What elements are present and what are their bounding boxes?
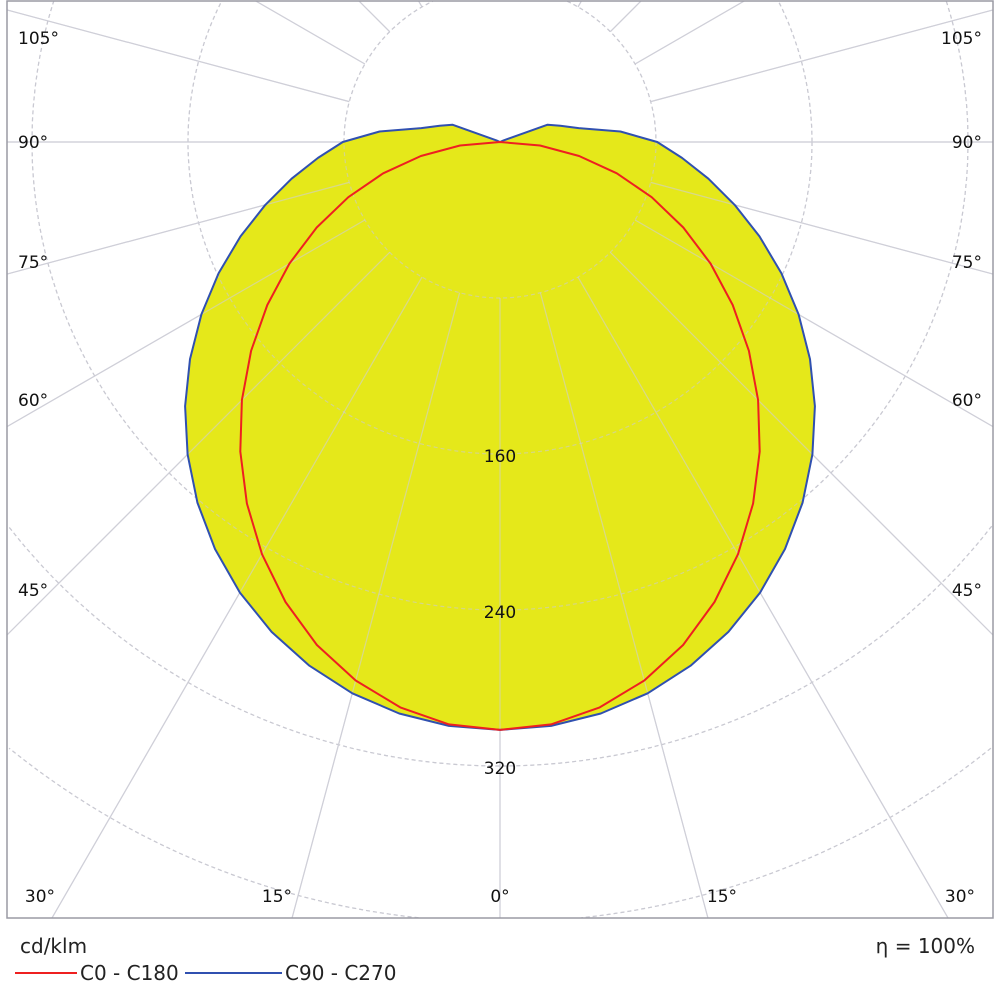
grid-spoke [650,9,994,103]
legend-label: C90 - C270 [285,961,396,985]
grid-spoke [634,0,745,65]
grid-ring [945,1,969,142]
grid-spoke [609,0,642,33]
grid-spoke [634,219,994,428]
grid-ring [31,1,969,611]
grid-ring [8,747,419,919]
angle-label-right: 45° [952,581,982,601]
radial-tick-label: 160 [484,447,516,467]
grid-spoke [358,0,391,33]
grid-ring [778,2,813,142]
legend: C0 - C180 C90 - C270 [15,961,396,985]
radial-tick-label: 240 [484,603,516,623]
grid-spoke [6,219,366,428]
angle-label-left: 45° [18,581,48,601]
grid-ring [581,747,992,919]
efficiency-label: η = 100% [876,934,975,958]
legend-label: C0 - C180 [80,961,179,985]
angle-label-left: 60° [18,391,48,411]
grid-ring [8,747,419,919]
grid-ring [187,2,813,455]
grid-ring [343,0,657,299]
grid-spoke [650,181,994,275]
curve-c0-c180 [239,141,761,731]
grid-spoke [6,9,350,103]
grid-spoke [539,292,709,919]
angle-label-left: 75° [18,253,48,273]
grid-ring [778,2,813,142]
grid-spoke [577,276,949,919]
unit-label: cd/klm [20,934,87,958]
grid-ring [581,747,992,919]
angle-label-left: 105° [18,29,59,49]
grid-overlay [6,0,994,919]
angle-label-bottom: 30° [25,887,55,907]
grid-spoke [291,292,461,919]
grid-ring [566,0,657,142]
plot-frame [6,0,994,919]
radial-tick-label: 320 [484,759,516,779]
grid-spoke [418,0,423,8]
axis-labels: 160 240 320 105° 90° 75° 60° 45° 105° 90° 75° 60° 45… [18,29,982,907]
grid-ring [945,1,969,142]
angle-label-right: 75° [952,253,982,273]
angle-label-right: 105° [941,29,982,49]
angle-label-bottom: 30° [945,887,975,907]
angle-label-bottom: 0° [490,887,509,907]
grid-spoke [6,181,350,275]
angle-label-bottom: 15° [707,887,737,907]
grid-spoke [609,251,994,636]
grid-spoke [51,276,423,919]
grid-spoke [577,0,582,8]
angle-label-right: 60° [952,391,982,411]
angle-label-right: 90° [952,133,982,153]
angle-label-bottom: 15° [262,887,292,907]
grid-spoke [6,251,391,636]
angle-label-left: 90° [18,133,48,153]
grid-spoke [255,0,366,65]
grid-ring [566,0,657,142]
